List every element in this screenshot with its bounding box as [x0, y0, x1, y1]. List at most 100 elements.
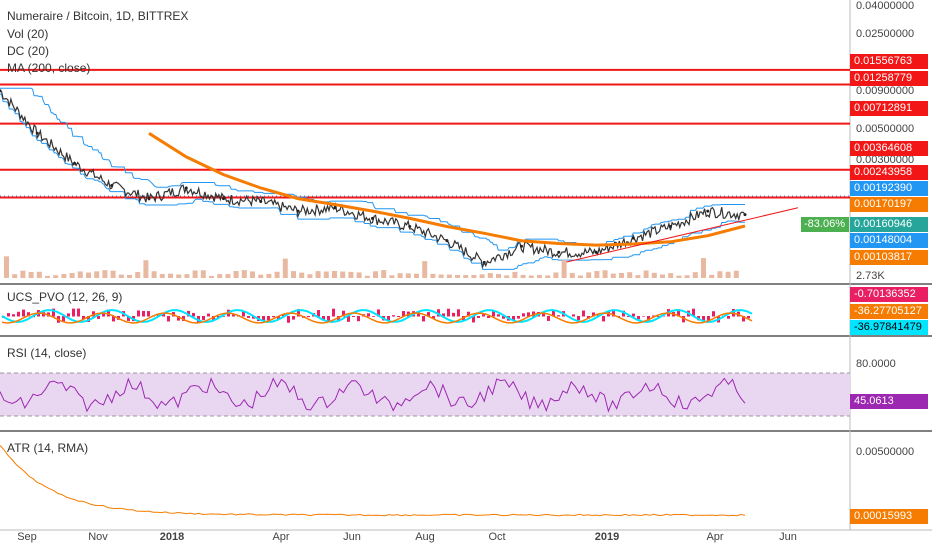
- pvo-bar: [252, 316, 255, 319]
- volume-bar: [274, 271, 280, 278]
- level-tag: 0.00170197: [850, 197, 928, 212]
- pvo-bar: [297, 309, 300, 317]
- x-tick: Jun: [779, 531, 797, 543]
- pvo-title[interactable]: UCS_PVO (12, 26, 9): [7, 290, 123, 304]
- volume-bar: [127, 274, 132, 278]
- price-point: [445, 239, 449, 243]
- pvo-bar: [402, 311, 405, 317]
- volume-bar: [184, 274, 190, 278]
- pvo-bar: [517, 316, 520, 319]
- rsi-tick: 80.0000: [856, 358, 896, 370]
- volume-bar: [20, 270, 26, 278]
- volume-bar: [45, 275, 50, 278]
- price-point: [408, 224, 412, 228]
- pvo-bar: [727, 316, 730, 319]
- pvo-bar: [182, 316, 185, 321]
- pvo-bar: [547, 316, 550, 321]
- volume-bar: [143, 260, 149, 278]
- pvo-bar: [347, 316, 350, 322]
- volume-bar: [676, 275, 682, 278]
- volume-bar: [118, 274, 124, 278]
- pvo-bar: [52, 308, 55, 317]
- pvo-bar: [452, 312, 455, 317]
- indicator-label-donchian[interactable]: DC (20): [7, 44, 50, 58]
- atr-title[interactable]: ATR (14, RMA): [7, 441, 89, 455]
- volume-bar: [315, 271, 321, 278]
- pvo-bar: [437, 309, 440, 317]
- level-tag: 0.00148004: [850, 233, 928, 248]
- pvo-bar: [232, 314, 235, 317]
- volume-tick: 2.73K: [856, 270, 885, 282]
- level-tag: 0.00192390: [850, 181, 928, 196]
- volume-bar: [446, 274, 452, 278]
- pvo-bar: [477, 316, 480, 318]
- volume-bar: [463, 275, 469, 278]
- pvo-bar: [677, 309, 680, 317]
- volume-bar: [209, 275, 214, 278]
- volume-bar: [684, 275, 690, 278]
- atr-value-tag: 0.00015993: [850, 509, 928, 524]
- level-tag: 0.00712891: [850, 101, 928, 116]
- pvo-bar: [647, 316, 650, 321]
- pvo-bar: [387, 316, 390, 321]
- pvo-bar: [492, 310, 495, 317]
- price-point: [184, 186, 188, 190]
- pvo-bar: [107, 309, 110, 317]
- level-tag: 0.01556763: [850, 54, 928, 69]
- volume-bar: [438, 274, 444, 278]
- volume-bar: [405, 273, 411, 278]
- pvo-bar: [277, 316, 280, 320]
- price-tick: 0.00300000: [856, 154, 915, 166]
- volume-bar: [176, 274, 182, 278]
- pvo-bar: [552, 310, 555, 317]
- volume-bar: [135, 271, 141, 278]
- volume-bar: [159, 273, 165, 278]
- indicator-label-ma[interactable]: MA (200, close): [7, 61, 91, 75]
- rsi-title[interactable]: RSI (14, close): [7, 346, 87, 360]
- volume-bar: [381, 270, 387, 278]
- pvo-bar: [242, 311, 245, 317]
- level-tag: 0.01258779: [850, 71, 928, 86]
- pvo-bar: [82, 316, 85, 320]
- volume-bar: [545, 275, 551, 278]
- pvo-bar: [372, 316, 375, 317]
- pvo-bar: [62, 316, 65, 322]
- volume-bar: [356, 272, 362, 278]
- pvo-bar: [497, 314, 500, 317]
- pvo-bar: [247, 316, 250, 318]
- volume-bar: [610, 273, 616, 278]
- volume-bar: [553, 272, 559, 278]
- volume-bar: [586, 272, 592, 278]
- rsi-band: [0, 373, 850, 416]
- pvo-bar: [522, 313, 525, 317]
- pvo-bar: [512, 316, 515, 321]
- volume-bar: [217, 274, 223, 278]
- volume-bar: [340, 271, 346, 278]
- volume-bar: [701, 258, 706, 278]
- indicator-label-volume[interactable]: Vol (20): [7, 27, 49, 41]
- volume-bar: [651, 272, 657, 278]
- pvo-value-tag: -36.27705127: [850, 304, 928, 319]
- donchian-lower-line: [0, 93, 745, 270]
- pvo-bar: [357, 316, 360, 322]
- pvo-bar: [22, 309, 25, 317]
- volume-bar: [94, 271, 100, 278]
- volume-bar: [364, 275, 370, 278]
- volume-bar: [86, 272, 91, 278]
- volume-bar: [537, 275, 542, 278]
- volume-bar: [619, 272, 624, 278]
- price-tick: 0.04000000: [856, 0, 915, 12]
- volume-bar: [397, 273, 403, 278]
- volume-bar: [733, 270, 739, 278]
- pvo-bar: [442, 313, 445, 317]
- price-point: [147, 197, 151, 201]
- pvo-bar: [17, 311, 20, 317]
- volume-bar: [692, 272, 698, 278]
- volume-bar: [4, 256, 9, 278]
- pvo-bar: [97, 316, 100, 319]
- volume-bar: [520, 274, 526, 278]
- volume-bar: [594, 270, 600, 278]
- volume-bar: [422, 261, 428, 278]
- pvo-bar: [207, 313, 210, 317]
